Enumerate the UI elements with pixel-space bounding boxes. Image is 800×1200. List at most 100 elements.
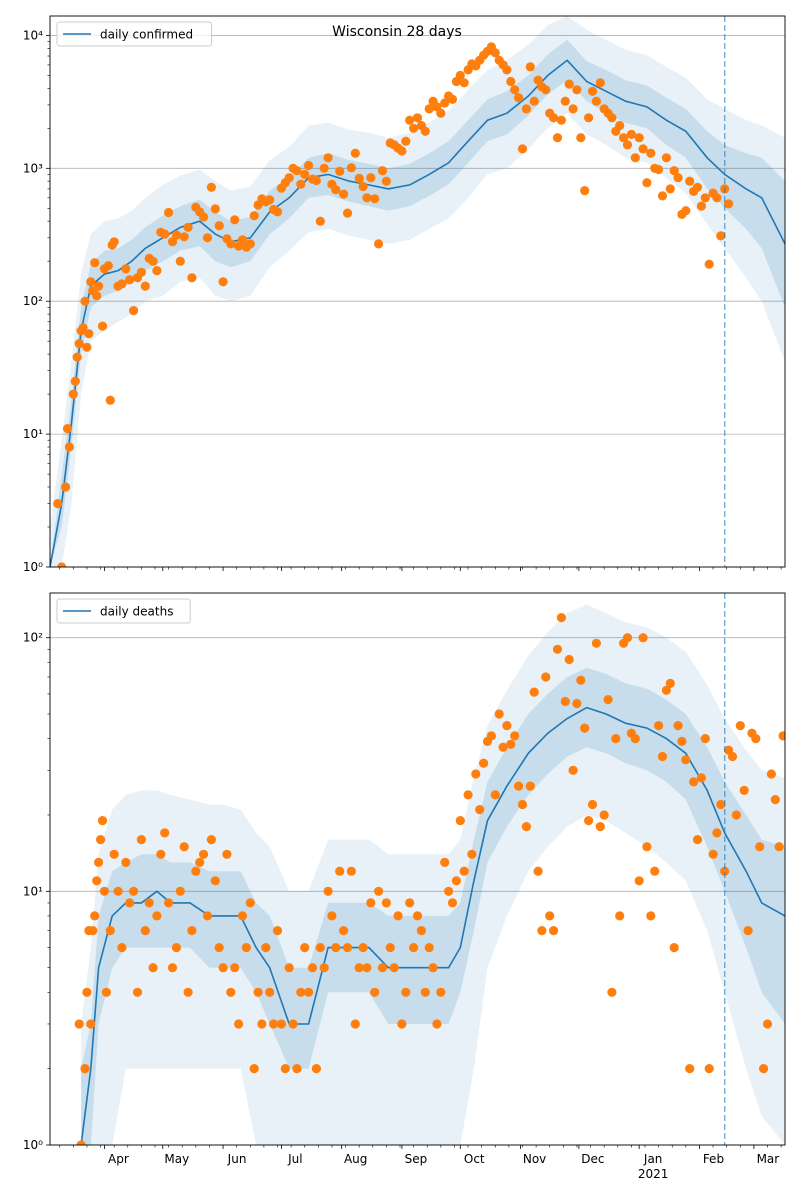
deaths-data-point: [354, 963, 364, 973]
deaths-data-point: [424, 943, 434, 953]
confirmed-data-point: [342, 208, 353, 218]
deaths-data-point: [774, 842, 784, 852]
confirmed-data-point: [117, 279, 127, 289]
confirmed-data-point: [218, 277, 228, 287]
deaths-data-point: [261, 943, 271, 953]
deaths-data-point: [634, 876, 644, 886]
deaths-x-year-label: 2021: [638, 1167, 669, 1181]
confirmed-data-point: [533, 75, 543, 85]
deaths-data-point: [587, 799, 598, 810]
confirmed-data-point: [572, 85, 582, 95]
deaths-data-point: [265, 987, 275, 997]
deaths-data-point: [514, 781, 524, 791]
deaths-y-tick-label: 10²: [23, 631, 43, 645]
confirmed-data-point: [665, 184, 675, 194]
confirmed-chart-title: Wisconsin 28 days: [332, 24, 462, 40]
confirmed-data-point: [630, 153, 640, 163]
deaths-data-point: [272, 926, 283, 936]
confirmed-data-point: [549, 113, 559, 123]
confirmed-data-point: [556, 115, 567, 125]
deaths-data-point: [494, 709, 504, 719]
confirmed-y-tick-label: 10¹: [23, 427, 43, 441]
deaths-data-point: [377, 963, 388, 973]
confirmed-model-line: [50, 59, 785, 567]
confirmed-data-point: [424, 104, 434, 114]
deaths-data-point: [607, 987, 617, 997]
deaths-data-point: [226, 987, 236, 997]
deaths-data-point: [412, 911, 423, 921]
deaths-data-point: [459, 866, 469, 876]
confirmed-data-point: [62, 424, 73, 434]
confirmed-data-point: [420, 126, 430, 136]
confirmed-data-point: [704, 259, 714, 269]
confirmed-data-point: [202, 233, 213, 243]
confirmed-data-point: [358, 181, 368, 192]
deaths-data-point: [183, 987, 193, 997]
confirmed-data-point: [292, 166, 302, 176]
deaths-data-point: [129, 886, 139, 896]
deaths-data-point: [179, 842, 189, 852]
deaths-data-point: [665, 678, 675, 689]
deaths-data-point: [420, 987, 430, 997]
confirmed-data-point: [657, 191, 668, 201]
deaths-data-point: [545, 911, 555, 921]
deaths-data-point: [595, 822, 605, 832]
deaths-data-point: [502, 721, 512, 731]
deaths-model-line: [80, 706, 785, 1145]
confirmed-data-point: [148, 256, 158, 266]
deaths-data-point: [370, 987, 380, 997]
deaths-data-point: [681, 755, 691, 765]
deaths-data-point: [311, 1064, 321, 1074]
deaths-data-point: [234, 1019, 244, 1029]
confirmed-data-point: [300, 169, 310, 179]
confirmed-data-point: [510, 85, 520, 95]
confirmed-data-point: [622, 140, 633, 150]
confirmed-data-point: [206, 182, 216, 192]
deaths-inner-band: [81, 667, 785, 1145]
confirmed-axes-frame: [49, 15, 786, 568]
deaths-data-point: [560, 696, 570, 707]
deaths-data-point: [195, 857, 205, 868]
confirmed-data-point: [187, 273, 197, 283]
confirmed-data-point: [84, 329, 94, 339]
confirmed-data-point: [440, 98, 450, 108]
confirmed-data-point: [97, 321, 108, 331]
deaths-data-point: [82, 987, 92, 997]
deaths-data-point: [307, 963, 318, 973]
deaths-data-point: [249, 1064, 259, 1074]
deaths-data-point: [257, 1019, 267, 1029]
deaths-data-point: [171, 943, 181, 953]
deaths-data-point: [638, 633, 648, 643]
deaths-data-point: [630, 734, 640, 744]
deaths-data-point: [187, 926, 197, 936]
deaths-data-point: [552, 644, 563, 654]
confirmed-data-point: [514, 93, 524, 103]
deaths-data-point: [533, 866, 543, 876]
deaths-data-point: [350, 1019, 360, 1029]
confirmed-data-point: [595, 78, 605, 88]
confirmed-data-point: [712, 193, 722, 203]
confirmed-data-point: [164, 207, 174, 218]
deaths-data-point: [751, 734, 761, 744]
deaths-data-point: [323, 886, 333, 896]
confirmed-data-point: [245, 239, 255, 249]
deaths-x-tick-label: Oct: [464, 1152, 485, 1166]
deaths-data-point: [661, 685, 672, 695]
confirmed-data-point: [580, 186, 590, 196]
confirmed-data-point: [175, 256, 185, 266]
deaths-data-point: [156, 849, 166, 859]
confirmed-data-point: [183, 222, 193, 232]
confirmed-data-point: [125, 275, 135, 285]
deaths-data-point: [735, 721, 745, 731]
confirmed-data-point: [560, 96, 570, 106]
deaths-data-point: [342, 943, 353, 953]
deaths-data-point: [74, 1019, 84, 1029]
confirmed-data-point: [541, 85, 551, 95]
deaths-data-point: [615, 911, 625, 921]
deaths-data-point: [444, 886, 454, 896]
deaths-x-tick-label: Jul: [287, 1152, 302, 1166]
deaths-x-tick-label: Feb: [703, 1152, 724, 1166]
deaths-data-point: [191, 866, 201, 876]
confirmed-data-point: [634, 133, 644, 143]
confirmed-data-point: [685, 176, 695, 186]
